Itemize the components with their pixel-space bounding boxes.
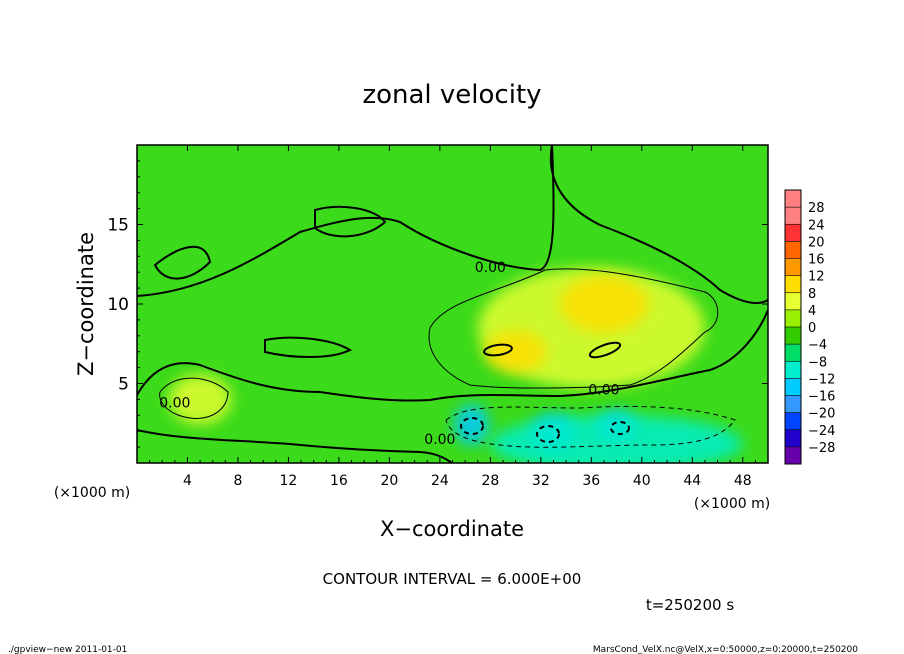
- zero-contour-island-b: [314, 205, 387, 238]
- colorbar-label: 28: [808, 201, 825, 216]
- negative-core-c: [610, 421, 630, 435]
- y-axis: 5 10 15: [107, 160, 768, 448]
- time-label: t=250200 s: [646, 596, 734, 614]
- x-tick-label: 28: [481, 473, 499, 489]
- colorbar: 28 24 20 16 12 8 4 0 −4 −8 −12 −16 −20 −24 −28: [784, 189, 835, 465]
- colorbar-swatch: [785, 446, 801, 464]
- colorbar-swatch: [785, 395, 801, 413]
- footer-right: MarsCond_VelX.nc@VelX,x=0:50000,z=0:2000…: [593, 645, 858, 654]
- x-tick-label: 48: [734, 473, 752, 489]
- colorbar-label: −28: [808, 441, 835, 456]
- plot-area: 0.00 0.00 0.00 0.00: [136, 144, 769, 464]
- field-blob-2: [559, 275, 649, 333]
- y-axis-label: Z−coordinate: [74, 232, 98, 376]
- colorbar-swatch: [785, 224, 801, 242]
- negative-core-a: [460, 417, 484, 435]
- contour-label-3: 0.00: [424, 432, 455, 448]
- y-tick-label: 15: [107, 216, 129, 236]
- colorbar-swatch: [785, 258, 801, 276]
- x-tick-label: 4: [183, 473, 192, 489]
- colorbar-swatch: [785, 412, 801, 430]
- contour-label-1: 0.00: [588, 383, 619, 399]
- contour-label-2: 0.00: [159, 395, 190, 411]
- contour-interval-note: CONTOUR INTERVAL = 6.000E+00: [323, 570, 582, 588]
- zero-contour-right: [549, 145, 768, 304]
- colorbar-swatch: [785, 378, 801, 396]
- positive-core-a: [483, 343, 513, 357]
- colorbar-label: −24: [808, 424, 835, 439]
- colorbar-swatch: [785, 344, 801, 362]
- colorbar-label: 16: [808, 253, 825, 268]
- zero-contour-lower: [137, 429, 453, 463]
- colorbar-label: 8: [808, 287, 816, 302]
- field-blob-7: [490, 415, 743, 463]
- x-axis-label: X−coordinate: [380, 517, 524, 541]
- colorbar-swatch-top: [785, 190, 801, 208]
- contour-label-0: 0.00: [475, 260, 506, 276]
- colorbar-label: −12: [808, 372, 835, 387]
- x-tick-label: 32: [532, 473, 550, 489]
- colorbar-label: −16: [808, 390, 835, 405]
- colorbar-label: −4: [808, 338, 827, 353]
- colorbar-swatch: [785, 292, 801, 310]
- colorbar-swatch: [785, 241, 801, 259]
- footer-left: ./gpview−new 2011-01-01: [8, 645, 127, 654]
- field-blob-0: [168, 373, 232, 425]
- colorbar-label: −8: [808, 355, 827, 370]
- y-unit-label: (×1000 m): [54, 485, 130, 501]
- positive-core-b: [588, 341, 622, 359]
- zero-contour-mid: [137, 309, 768, 402]
- field-blob-3: [484, 331, 548, 373]
- x-tick-label: 8: [233, 473, 242, 489]
- zero-contour-island-c: [153, 245, 212, 280]
- x-tick-label: 20: [380, 473, 398, 489]
- colorbar-label: 20: [808, 235, 825, 250]
- x-tick-label: 40: [633, 473, 651, 489]
- colorbar-swatch: [785, 429, 801, 447]
- colorbar-swatch: [785, 309, 801, 327]
- colorbar-label: −20: [808, 407, 835, 422]
- negative-core-b: [536, 425, 560, 443]
- colorbar-swatch: [785, 207, 801, 225]
- zero-contour-island-a: [264, 336, 353, 358]
- colorbar-label: 24: [808, 218, 825, 233]
- x-tick-label: 24: [431, 473, 449, 489]
- colorbar-label: 12: [808, 270, 825, 285]
- colorbar-label: 4: [808, 304, 816, 319]
- negative-contour-dashed: [445, 405, 736, 448]
- colorbar-label: 0: [808, 321, 816, 336]
- x-tick-label: 12: [280, 473, 298, 489]
- x-tick-label: 36: [582, 473, 600, 489]
- colorbar-swatch: [785, 327, 801, 345]
- y-tick-label: 5: [118, 375, 129, 395]
- x-axis: 4 8 12 16 20 24 28 32 36 40 44 48: [149, 145, 756, 489]
- positive-contour-ring: [428, 268, 719, 389]
- chart-title: zonal velocity: [362, 80, 541, 110]
- zero-contour-upper: [137, 145, 555, 297]
- colorbar-swatch: [785, 275, 801, 293]
- positive-contour-left: [159, 377, 229, 419]
- field-blob-4: [453, 404, 490, 446]
- y-tick-label: 10: [107, 295, 129, 315]
- colorbar-swatch: [785, 361, 801, 379]
- x-unit-label: (×1000 m): [694, 496, 770, 512]
- x-tick-label: 16: [330, 473, 348, 489]
- x-tick-label: 44: [683, 473, 701, 489]
